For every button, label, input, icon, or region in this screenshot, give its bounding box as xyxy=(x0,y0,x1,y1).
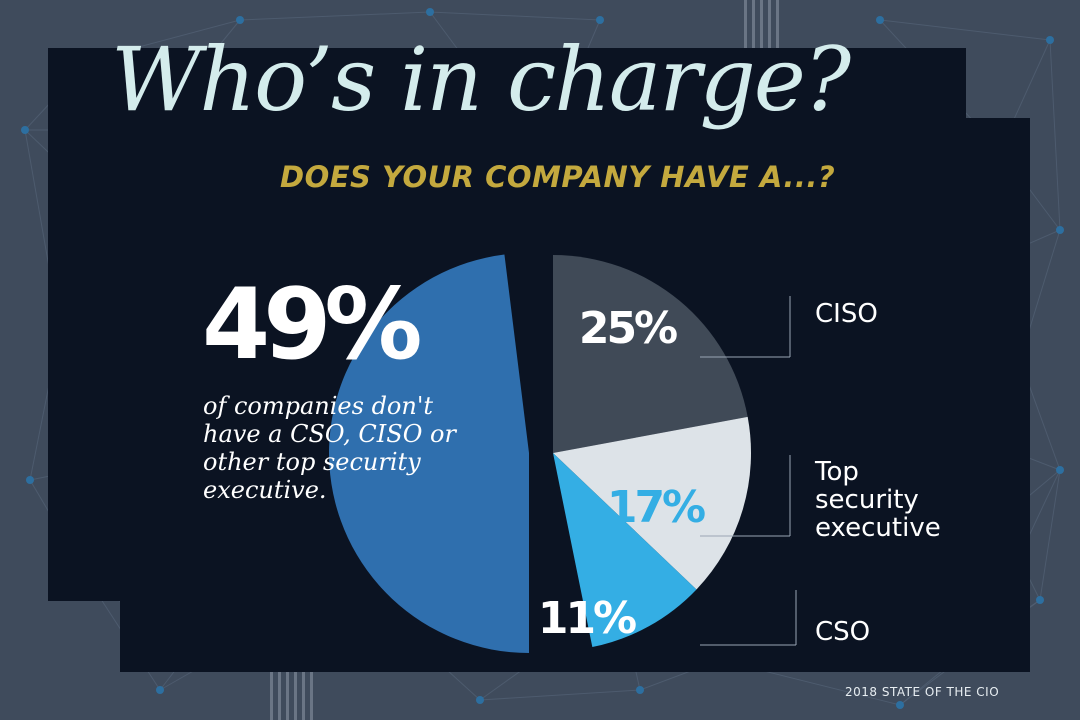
network-link xyxy=(1049,39,1061,231)
page-title: Who’s in charge? xyxy=(110,28,851,131)
network-node xyxy=(476,696,484,704)
legend-entry-top-security-executive: Top security executive xyxy=(814,457,941,543)
network-node xyxy=(426,8,434,16)
pie-slice-top-security-executive xyxy=(553,416,751,590)
chart-question: DOES YOUR COMPANY HAVE A...? xyxy=(280,160,836,194)
network-node xyxy=(26,476,34,484)
network-link xyxy=(1039,469,1061,601)
network-node xyxy=(21,126,29,134)
network-link xyxy=(239,11,431,21)
callout-value: 49% xyxy=(202,268,423,382)
network-link xyxy=(879,19,1051,41)
legend-entry-ciso: CISO xyxy=(815,299,878,329)
network-node xyxy=(156,686,164,694)
network-node xyxy=(1036,596,1044,604)
callout-text: of companies don't have a CSO, CISO or o… xyxy=(203,392,456,504)
pie-chart: 25%17%11% xyxy=(329,254,751,653)
network-node xyxy=(1056,226,1064,234)
network-node xyxy=(896,701,904,709)
network-link xyxy=(429,11,601,21)
dark-panel xyxy=(48,48,1030,672)
network-node xyxy=(236,16,244,24)
network-node xyxy=(1046,36,1054,44)
pie-slice-value-label: 11% xyxy=(538,593,636,644)
pie-slice-ciso xyxy=(553,255,748,453)
pie-slice-none xyxy=(329,254,529,653)
pie-slice-value-label: 25% xyxy=(579,303,677,354)
pie-legend: CISO Top security executive CSO xyxy=(700,296,941,647)
pie-slice-cso xyxy=(553,453,697,648)
source-credit: 2018 STATE OF THE CIO xyxy=(845,685,1000,699)
network-node xyxy=(636,686,644,694)
background-bars xyxy=(270,0,779,720)
network-link xyxy=(479,689,641,701)
network-node xyxy=(876,16,884,24)
legend-entry-cso: CSO xyxy=(815,617,870,647)
network-node xyxy=(596,16,604,24)
network-node xyxy=(1056,466,1064,474)
